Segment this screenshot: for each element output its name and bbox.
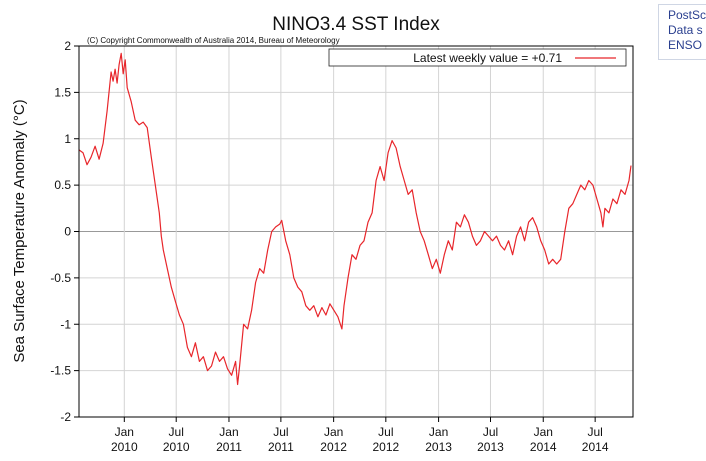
legend: Latest weekly value = +0.71 (328, 48, 627, 67)
x-tick-label: Jul (483, 425, 498, 439)
series-line (78, 52, 632, 386)
y-axis-label: Sea Surface Temperature Anomaly (°C) (11, 99, 28, 362)
y-axis-ticks: 2 1.5 1 0.5 0 -0.5 -1 -1.5 -2 (50, 39, 79, 424)
y-tick-label: -1.5 (50, 364, 71, 378)
x-tick-year: 2012 (320, 440, 347, 454)
x-axis-ticks: Jan2010Jul2010Jan2011Jul2011Jan2012Jul20… (111, 417, 609, 454)
x-tick-label: Jan (219, 425, 238, 439)
x-tick-year: 2013 (477, 440, 504, 454)
x-tick-label: Jul (273, 425, 288, 439)
x-tick-label: Jul (378, 425, 393, 439)
x-tick-year: 2010 (111, 440, 138, 454)
x-tick-year: 2010 (163, 440, 190, 454)
x-tick-year: 2012 (372, 440, 399, 454)
x-tick-label: Jan (534, 425, 553, 439)
y-tick-label: -2 (60, 410, 71, 424)
chart-title: NINO3.4 SST Index (272, 14, 440, 35)
y-tick-label: 2 (64, 39, 71, 53)
side-panel-line-2[interactable]: Data s (668, 23, 703, 37)
y-tick-label: 1.5 (54, 85, 71, 99)
x-tick-label: Jul (587, 425, 602, 439)
x-tick-year: 2011 (216, 440, 242, 454)
x-tick-year: 2014 (582, 440, 609, 454)
y-tick-label: -0.5 (50, 271, 71, 285)
copyright-note: (C) Copyright Commonwealth of Australia … (87, 36, 340, 45)
x-tick-year: 2014 (530, 440, 557, 454)
y-tick-label: 0 (64, 225, 71, 239)
side-panel-line-3[interactable]: ENSO (668, 38, 703, 52)
y-tick-label: 1 (64, 132, 71, 146)
side-panel-line-1[interactable]: PostSc (668, 8, 706, 22)
x-tick-label: Jan (115, 425, 134, 439)
x-tick-label: Jan (429, 425, 448, 439)
x-tick-year: 2013 (425, 440, 452, 454)
side-panel[interactable]: PostSc Data s ENSO (658, 4, 706, 60)
x-tick-year: 2011 (268, 440, 294, 454)
y-tick-label: 0.5 (54, 178, 71, 192)
plot-frame (78, 45, 634, 418)
legend-box (328, 48, 627, 67)
x-tick-label: Jan (324, 425, 343, 439)
series-layer (78, 52, 632, 386)
x-tick-label: Jul (169, 425, 184, 439)
y-tick-label: -1 (60, 317, 71, 331)
legend-label: Latest weekly value = +0.71 (413, 51, 562, 65)
